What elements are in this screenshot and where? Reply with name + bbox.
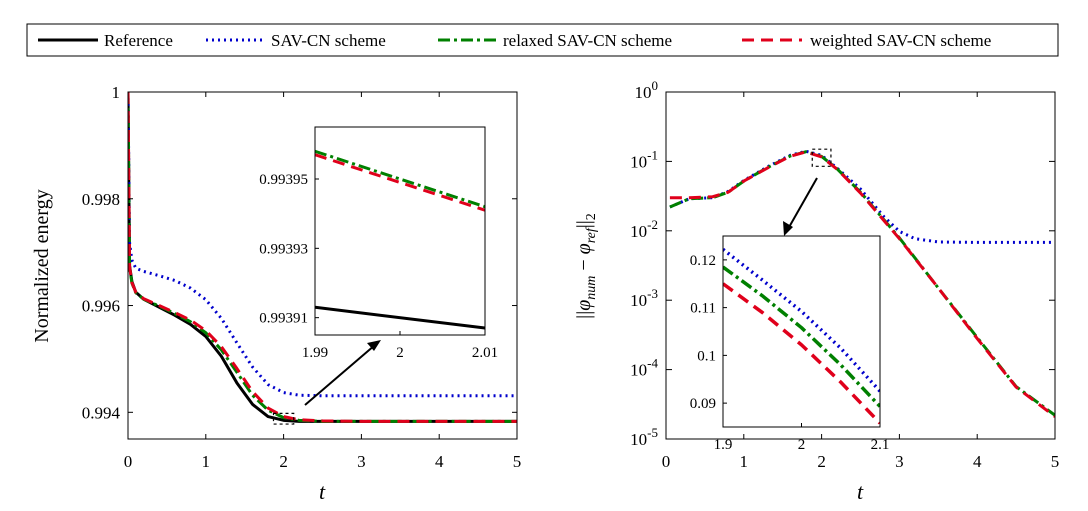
error-y-tick-label: 10-5 (630, 425, 658, 449)
energy-line-weighted-sav-cn-scheme (128, 92, 517, 423)
error-plot-frame (665, 91, 1056, 440)
energy-x-tick-label: 3 (357, 452, 366, 471)
energy-inset-line-weighted-sav-cn-scheme (315, 153, 485, 212)
error-x-tick-label: 3 (895, 452, 904, 471)
energy-inset: 1.99 2 2.01 0.99391 0.99393 0.99395 (259, 126, 498, 361)
energy-x-tick-label: 4 (435, 452, 444, 471)
energy-chart: 0 1 2 3 4 5 0.994 0.996 0.998 1 t Normalized ene… (31, 83, 521, 504)
error-x-tick-label: 5 (1051, 452, 1060, 471)
error-zoom-arrowhead (783, 221, 793, 236)
legend-label-sav-cn: SAV-CN scheme (271, 31, 386, 50)
legend-box (26, 23, 1059, 57)
error-x-tick-label: 2 (817, 452, 826, 471)
error-x-label: t (857, 479, 864, 504)
energy-zoom-arrow (304, 344, 376, 406)
error-x-tick-label: 1 (740, 452, 749, 471)
energy-inset-x-tick-label: 1.99 (302, 345, 328, 361)
error-inset-series (723, 247, 880, 425)
legend-label-weighted: weighted SAV-CN scheme (810, 31, 991, 50)
energy-zoom-arrowhead (367, 340, 381, 351)
energy-inset-y-tick-label: 0.99391 (259, 311, 308, 327)
energy-inset-line-relaxed-sav-cn-scheme (315, 149, 485, 209)
legend-label-reference: Reference (104, 31, 173, 50)
energy-series-clip (128, 92, 517, 423)
error-line-weighted-sav-cn-scheme (669, 150, 1055, 418)
energy-inset-y-tick-label: 0.99395 (259, 172, 308, 188)
energy-inset-y-tick-label: 0.99393 (259, 241, 308, 257)
legend: Reference SAV-CN scheme relaxed SAV-CN s… (26, 23, 1059, 57)
energy-x-tick-label: 1 (202, 452, 211, 471)
error-series (669, 149, 1055, 418)
error-series-clip (669, 149, 1055, 418)
energy-zoom-box (272, 412, 295, 425)
error-y-tick-label: 10-3 (630, 286, 658, 310)
error-inset-line-relaxed-sav-cn-scheme (723, 265, 880, 408)
energy-y-tick-label: 0.996 (82, 297, 120, 316)
error-y-tick-label: 10-1 (630, 147, 658, 171)
error-inset-x-tick-label: 2 (798, 437, 806, 453)
error-inset-y-tick-label: 0.1 (697, 348, 716, 364)
error-inset-clip (723, 247, 880, 425)
energy-y-ticks: 0.994 0.996 0.998 1 (82, 83, 517, 422)
energy-inset-x-tick-label: 2 (396, 345, 404, 361)
error-chart: 0 1 2 3 4 5 100 10-1 10-2 10-3 10-4 10-5 t ||φnum … (573, 78, 1059, 504)
error-y-ticks: 100 10-1 10-2 10-3 10-4 10-5 (630, 78, 1055, 449)
energy-inset-series (315, 149, 485, 330)
error-y-tick-label: 10-4 (630, 356, 658, 380)
energy-inset-x-tick-label: 2.01 (472, 345, 498, 361)
energy-series (128, 92, 517, 423)
energy-y-label: Normalized energy (31, 189, 53, 342)
error-inset-y-tick-label: 0.12 (690, 253, 716, 269)
energy-y-tick-label: 1 (112, 83, 121, 102)
error-inset-x-tick-label: 2.1 (871, 437, 890, 453)
error-inset-ticks: 1.9 2 2.1 0.09 0.1 0.11 0.12 (690, 253, 890, 453)
energy-inset-clip (315, 149, 485, 330)
energy-x-label: t (319, 479, 326, 504)
energy-x-tick-label: 2 (279, 452, 288, 471)
energy-inset-ticks: 1.99 2 2.01 0.99391 0.99393 0.99395 (259, 172, 498, 361)
energy-y-tick-label: 0.994 (82, 403, 121, 422)
error-y-label: ||φnum − φref||2 (573, 213, 599, 319)
energy-x-tick-label: 0 (124, 452, 133, 471)
energy-plot-frame (127, 91, 518, 440)
error-x-tick-label: 0 (662, 452, 671, 471)
error-inset-line-weighted-sav-cn-scheme (723, 282, 880, 425)
error-zoom-arrow (787, 177, 818, 230)
error-inset: 1.9 2 2.1 0.09 0.1 0.11 0.12 (690, 235, 890, 453)
error-x-ticks: 0 1 2 3 4 5 (662, 92, 1060, 471)
error-y-tick-label: 10-2 (630, 217, 658, 241)
error-y-tick-label: 100 (635, 78, 659, 102)
energy-y-tick-label: 0.998 (82, 190, 120, 209)
error-inset-x-tick-label: 1.9 (714, 437, 733, 453)
energy-inset-line-reference (315, 305, 485, 330)
energy-x-tick-label: 5 (513, 452, 522, 471)
error-inset-y-tick-label: 0.11 (690, 301, 716, 317)
error-inset-y-tick-label: 0.09 (690, 396, 716, 412)
energy-x-ticks: 0 1 2 3 4 5 (124, 92, 522, 471)
legend-label-relaxed: relaxed SAV-CN scheme (503, 31, 672, 50)
error-x-tick-label: 4 (973, 452, 982, 471)
